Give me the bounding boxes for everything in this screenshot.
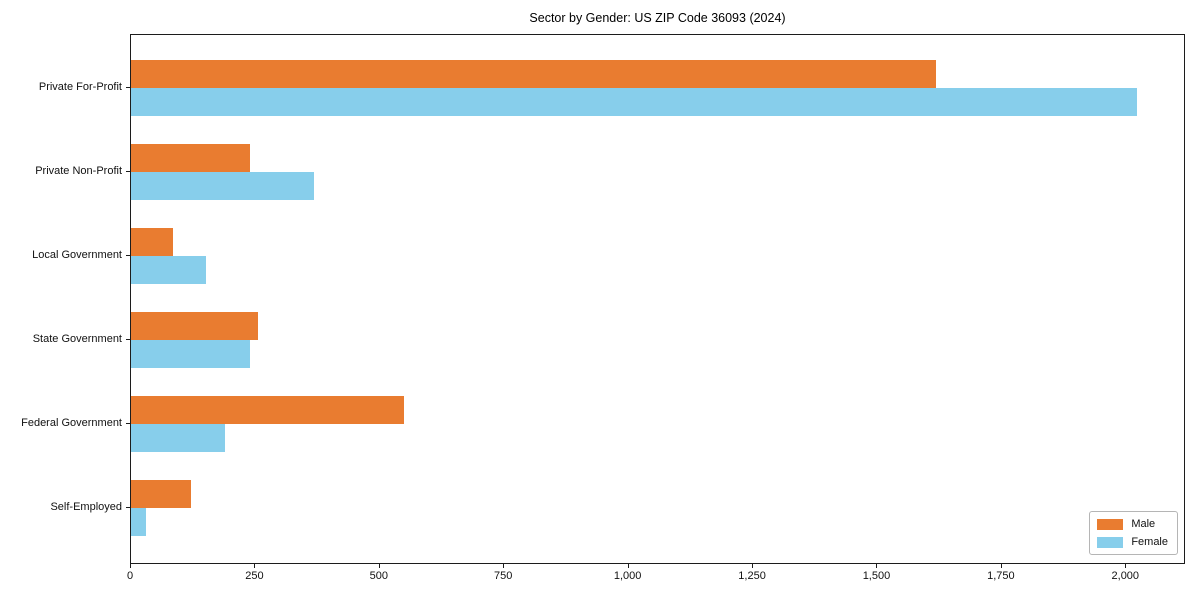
legend: Male Female (1089, 511, 1178, 555)
bar-female-state-government (131, 339, 251, 368)
bar-female-local-government (131, 255, 206, 284)
y-tick-label-local-government: Local Government (32, 248, 122, 261)
x-tick-mark-1-750 (1000, 564, 1002, 568)
y-tick-label-private-non-profit: Private Non-Profit (35, 164, 122, 177)
legend-swatch-female (1097, 536, 1124, 548)
x-tick-mark-1-000 (627, 564, 629, 568)
y-tick-label-federal-government: Federal Government (21, 416, 122, 429)
x-tick-mark-250 (254, 564, 256, 568)
x-tick-mark-0 (130, 564, 131, 568)
x-tick-label-2-000: 2,000 (1111, 570, 1140, 582)
x-tick-mark-500 (378, 564, 380, 568)
bar-female-private-for-profit (131, 87, 1137, 116)
y-tick-label-state-government: State Government (32, 332, 122, 345)
bar-male-state-government (131, 311, 258, 340)
x-tick-mark-750 (503, 564, 505, 568)
x-tick-label-1-250: 1,250 (738, 570, 766, 582)
x-tick-label-1-000: 1,000 (613, 570, 642, 582)
legend-item-male: Male (1097, 518, 1168, 530)
x-tick-label-1-750: 1,750 (987, 570, 1015, 582)
x-tick-label-750: 750 (494, 570, 513, 582)
bar-male-local-government (131, 227, 174, 256)
legend-swatch-male (1097, 518, 1124, 530)
x-tick-label-1-500: 1,500 (862, 570, 891, 582)
plot-area: Male Female (130, 34, 1185, 564)
bar-male-self-employed (131, 479, 191, 508)
x-tick-mark-1-250 (752, 564, 754, 568)
bar-male-private-for-profit (131, 59, 936, 88)
x-tick-label-500: 500 (369, 570, 388, 582)
bar-male-federal-government (131, 395, 405, 424)
bars-layer (131, 35, 1184, 563)
y-tick-label-private-for-profit: Private For-Profit (38, 80, 122, 93)
x-tick-mark-1-500 (876, 564, 878, 568)
x-tick-label-0: 0 (126, 570, 134, 582)
y-tick-label-self-employed: Self-Employed (50, 500, 122, 513)
x-tick-mark-2-000 (1125, 564, 1127, 568)
bar-female-private-non-profit (131, 171, 314, 200)
x-tick-label-250: 250 (245, 570, 264, 582)
bar-male-private-non-profit (131, 143, 251, 172)
chart-title: Sector by Gender: US ZIP Code 36093 (202… (529, 11, 786, 25)
bar-female-self-employed (131, 507, 146, 536)
legend-item-female: Female (1097, 536, 1168, 548)
bar-female-federal-government (131, 423, 226, 452)
legend-label-female: Female (1131, 536, 1168, 548)
legend-label-male: Male (1131, 518, 1156, 530)
